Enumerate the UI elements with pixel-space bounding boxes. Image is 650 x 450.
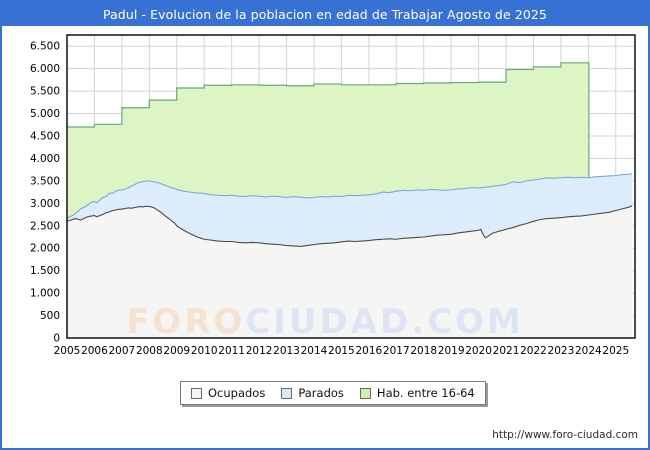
y-axis-tick-label: 0 (53, 333, 60, 345)
window-title-bar: Padul - Evolucion de la poblacion en eda… (2, 2, 648, 26)
y-axis-tick-label: 2.500 (30, 220, 60, 232)
y-axis-tick-label: 6.000 (30, 63, 60, 75)
y-axis-tick-label: 2.000 (30, 243, 60, 255)
y-axis-tick-label: 5.000 (30, 108, 60, 120)
legend-item-ocupados[interactable]: Ocupados (191, 386, 265, 400)
x-axis-tick-label: 2021 (493, 345, 520, 357)
y-axis-tick-label: 4.000 (30, 153, 60, 165)
legend-item-habitantes[interactable]: Hab. entre 16-64 (359, 386, 475, 400)
y-axis-tick-label: 3.000 (30, 198, 60, 210)
x-axis-tick-label: 2005 (54, 345, 81, 357)
chart-legend: Ocupados Parados Hab. entre 16-64 (180, 381, 486, 405)
legend-swatch-ocupados (191, 387, 202, 399)
y-axis-tick-label: 3.500 (30, 175, 60, 187)
chart-plot-area: 0 500 1.000 1.500 2.000 2.500 3.000 3.500 4.000 4… (2, 26, 648, 448)
x-axis-tick-label: 2017 (383, 345, 410, 357)
x-axis-tick-label: 2018 (410, 345, 437, 357)
y-axis-tick-label: 500 (40, 310, 60, 322)
legend-label-ocupados: Ocupados (208, 386, 266, 400)
x-axis-tick-label: 2010 (191, 345, 218, 357)
legend-item-parados[interactable]: Parados (281, 386, 344, 400)
x-axis-tick-label: 2025 (602, 345, 629, 357)
y-axis-tick-label: 1.000 (30, 288, 60, 300)
legend-label-habitantes: Hab. entre 16-64 (376, 386, 475, 400)
x-axis-tick-label: 2022 (520, 345, 547, 357)
page-title: Padul - Evolucion de la poblacion en eda… (102, 6, 548, 22)
x-axis-tick-label: 2006 (81, 345, 108, 357)
x-axis-tick-label: 2015 (328, 345, 355, 357)
y-axis-tick-label: 4.500 (30, 131, 60, 143)
x-axis-tick-label: 2019 (438, 345, 465, 357)
x-axis-tick-label: 2020 (465, 345, 492, 357)
chart-svg: 0 500 1.000 1.500 2.000 2.500 3.000 3.500 4.000 4… (30, 34, 636, 357)
legend-swatch-parados (281, 387, 293, 399)
x-axis-tick-label: 2013 (273, 345, 300, 357)
x-axis-tick-label: 2014 (301, 345, 328, 357)
x-axis-tick-label: 2011 (218, 345, 245, 357)
x-axis-tick-label: 2024 (575, 345, 602, 357)
y-axis-tick-label: 6.500 (30, 41, 60, 53)
y-axis-tick-label: 5.500 (30, 86, 60, 98)
x-axis-tick-label: 2009 (163, 345, 190, 357)
legend-swatch-habitantes (359, 387, 371, 399)
x-axis-tick-label: 2012 (246, 345, 273, 357)
footer-url[interactable]: http://www.foro-ciudad.com (492, 429, 638, 441)
x-axis-tick-label: 2008 (136, 345, 163, 357)
x-axis-tick-label: 2016 (355, 345, 382, 357)
y-axis-tick-label: 1.500 (30, 265, 60, 277)
x-axis-tick-label: 2007 (109, 345, 136, 357)
x-axis-tick-label: 2023 (548, 345, 575, 357)
legend-label-parados: Parados (298, 386, 344, 400)
